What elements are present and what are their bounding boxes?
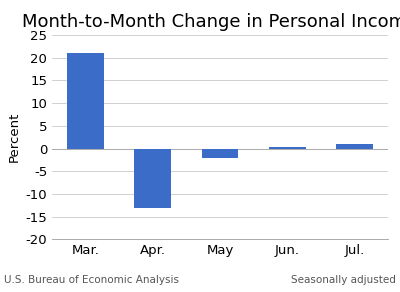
Bar — [67, 53, 104, 149]
Title: Month-to-Month Change in Personal Income: Month-to-Month Change in Personal Income — [22, 13, 400, 31]
Bar — [269, 147, 306, 149]
Text: U.S. Bureau of Economic Analysis: U.S. Bureau of Economic Analysis — [4, 275, 179, 285]
Bar — [134, 149, 171, 208]
Y-axis label: Percent: Percent — [8, 112, 21, 162]
Bar — [202, 149, 238, 158]
Text: Seasonally adjusted: Seasonally adjusted — [291, 275, 396, 285]
Bar — [336, 144, 373, 149]
